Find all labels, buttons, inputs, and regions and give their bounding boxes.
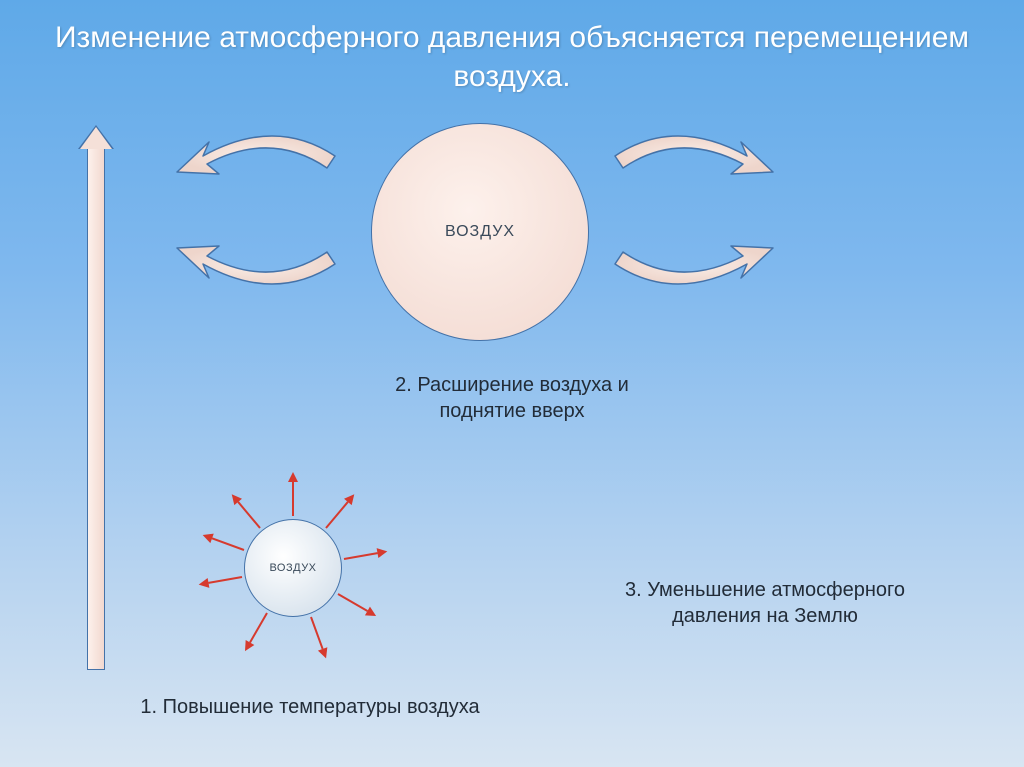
caption-2-line2: поднятие вверх	[439, 400, 584, 422]
caption-2-line1: 2. Расширение воздуха и	[395, 374, 629, 396]
small-air-circle: ВОЗДУХ	[244, 519, 342, 617]
slide-title: Изменение атмосферного давления объясняе…	[0, 18, 1024, 96]
caption-3: 3. Уменьшение атмосферного давления на З…	[555, 577, 975, 629]
small-circle-label: ВОЗДУХ	[269, 562, 316, 574]
big-air-circle: ВОЗДУХ	[371, 123, 589, 341]
curved-arrow	[595, 120, 775, 200]
caption-2: 2. Расширение воздуха и поднятие вверх	[302, 372, 722, 424]
vertical-arrow-up	[87, 148, 105, 670]
curved-arrow	[175, 220, 355, 300]
big-circle-label: ВОЗДУХ	[445, 223, 515, 241]
caption-1: 1. Повышение температуры воздуха	[60, 694, 560, 720]
curved-arrow	[175, 120, 355, 200]
caption-3-line1: 3. Уменьшение атмосферного	[625, 579, 905, 601]
curved-arrow	[595, 220, 775, 300]
caption-3-line2: давления на Землю	[672, 605, 858, 627]
